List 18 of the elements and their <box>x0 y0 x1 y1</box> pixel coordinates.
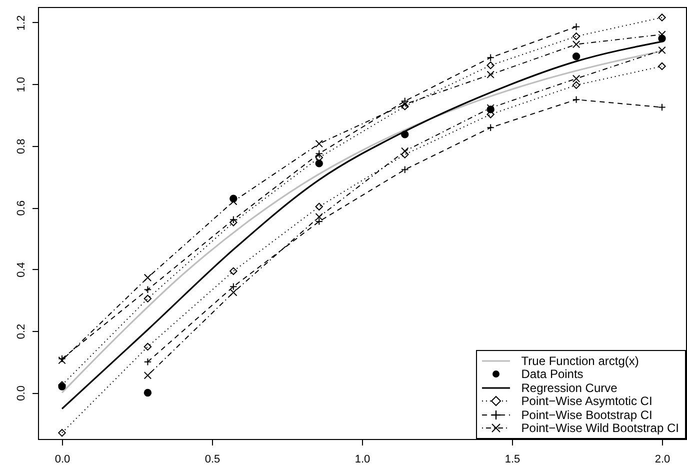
y-tick-label: 0.2 <box>16 324 28 340</box>
legend-label: Point−Wise Wild Bootstrap CI <box>521 421 679 436</box>
legend-label: True Function arctg(x) <box>521 354 639 368</box>
x-tick-label: 1.5 <box>504 454 520 466</box>
legend-label: Regression Curve <box>521 380 618 395</box>
x-tick-label: 2.0 <box>654 454 670 466</box>
y-tick-label: 0.6 <box>16 200 28 216</box>
y-tick-label: 0.4 <box>16 262 28 278</box>
y-tick-label: 1.2 <box>16 15 28 31</box>
y-tick-label: 1.0 <box>16 76 28 92</box>
y-tick-label: 0.8 <box>16 138 28 154</box>
x-tick-label: 0.0 <box>54 454 70 466</box>
legend-label: Point−Wise Bootstrap CI <box>521 408 652 422</box>
legend-label: Point−Wise Asymtotic CI <box>521 394 652 408</box>
x-tick-label: 0.5 <box>204 454 220 466</box>
legend-label: Data Points <box>521 367 584 382</box>
y-tick-label: 0.0 <box>16 386 28 401</box>
x-tick-label: 1.0 <box>354 454 370 466</box>
